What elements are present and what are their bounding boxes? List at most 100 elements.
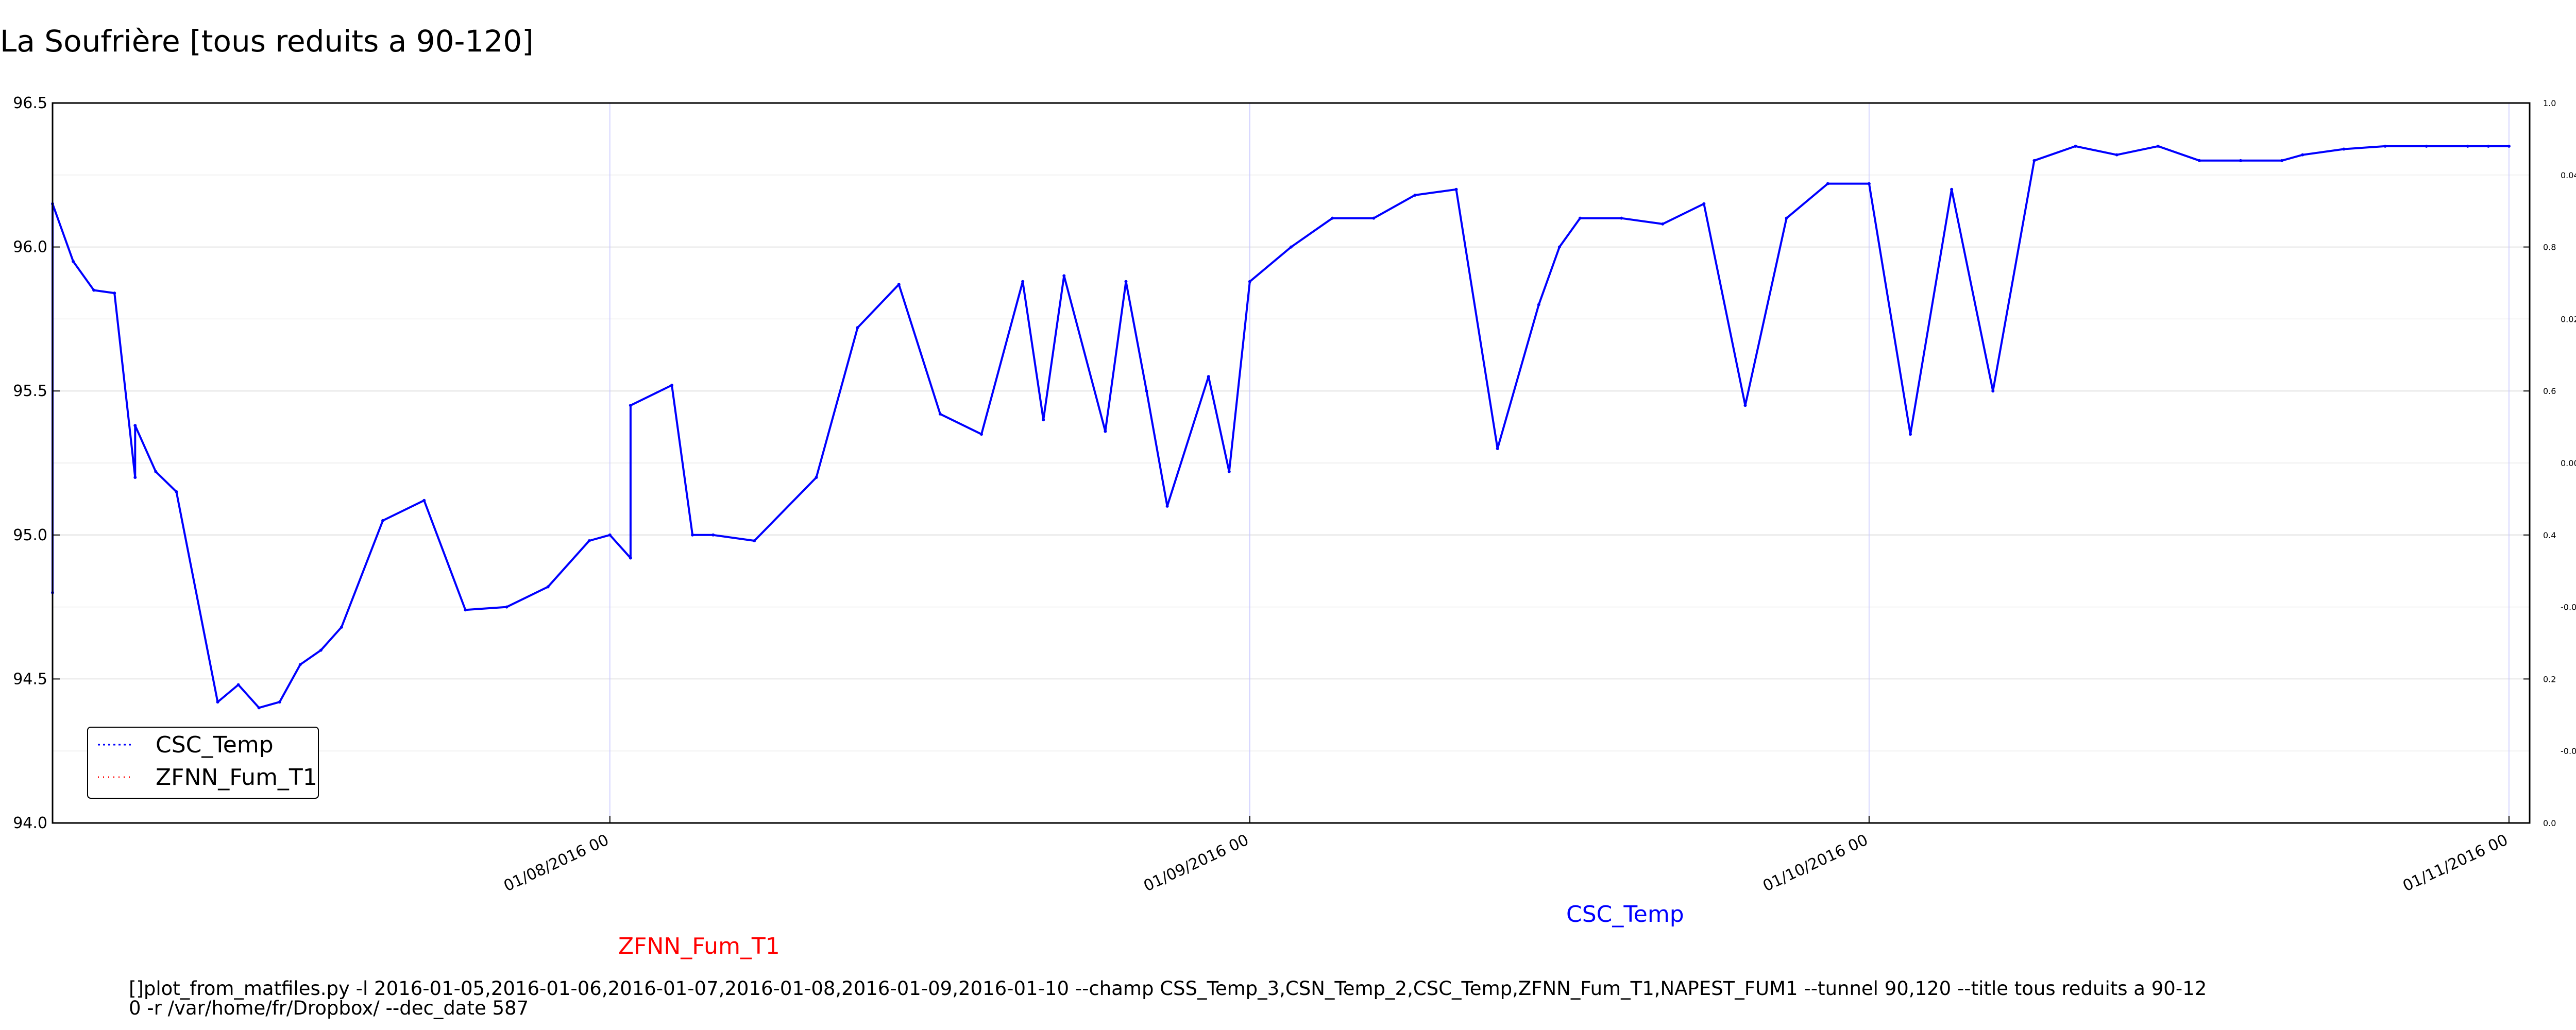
data-point [1909,433,1912,436]
data-point [1620,216,1623,220]
legend-box [87,727,319,799]
data-point [1950,187,1954,191]
data-point [1867,182,1871,185]
data-point [1537,303,1540,306]
data-point [2486,144,2490,148]
plot-frame [52,102,2531,824]
data-point [72,260,75,263]
right-tick-label: 0.6 [2543,386,2556,396]
right-tick-label: 0.2 [2543,674,2556,684]
data-point [1661,222,1665,226]
command-line-2: 0 -r /var/home/fr/Dropbox/ --dec_date 58… [129,997,529,1019]
data-point [2507,144,2511,148]
data-point [1578,216,1582,220]
data-point [1331,216,1334,220]
data-point [381,519,385,522]
data-point [2466,144,2469,148]
y-tick-label: 95.0 [13,526,47,544]
y-axis-ticks: 94.0 94.5 95.0 95.5 96.0 96.5 [13,94,60,832]
data-point [897,283,901,286]
y-tick-label: 96.0 [13,238,47,256]
right-tick-label: 0.4 [2543,530,2556,540]
data-point [938,412,942,416]
inner-right-tick-label: 0.00 [2561,458,2576,468]
inner-right-tick-label: -0.02 [2561,603,2576,612]
data-point [92,288,96,292]
data-point [629,556,632,560]
data-point [2425,144,2428,148]
data-point [257,706,261,710]
legend-label-csc-temp: CSC_Temp [156,732,274,758]
data-point [2239,159,2243,162]
data-point [691,533,694,537]
data-point [1372,216,1376,220]
data-point [670,384,673,387]
data-point [1454,187,1458,191]
data-point [1991,389,1995,393]
data-point [1496,447,1499,451]
data-point [2342,147,2346,151]
data-point [629,404,632,407]
data-point [1207,375,1210,379]
data-point [298,663,302,666]
data-point [587,539,591,542]
inner-right-tick-label: 0.02 [2561,314,2576,324]
data-point [1248,280,1251,283]
data-point [1165,504,1169,508]
data-point [319,648,323,652]
x-tick-label: 01/08/2016 00 [501,831,612,896]
data-point [1104,430,1107,433]
data-point [175,490,178,493]
data-point [608,533,612,537]
x-axis-ticks: 01/08/2016 00 01/09/2016 00 01/10/2016 00 0… [501,816,2511,895]
y-tick-label: 96.5 [13,94,47,112]
data-point [2115,153,2119,157]
command-line-1: []plot_from_matfiles.py -l 2016-01-05,20… [129,977,2207,1000]
data-point [2197,159,2201,162]
data-point [464,608,467,612]
data-point [1227,470,1231,473]
data-point [216,700,219,704]
x-tick-label: 01/11/2016 00 [2400,831,2511,896]
data-point [278,700,281,704]
data-point [1785,216,1788,220]
series-line-csc-temp [52,145,2509,709]
legend-label-zfnn-fum-t1: ZFNN_Fum_T1 [156,764,317,791]
x-tick-label: 01/09/2016 00 [1141,831,1252,896]
data-point [154,470,158,473]
y-tick-label: 94.5 [13,670,47,688]
chart-title: La Soufrière [tous reduits a 90-120] [0,24,534,59]
data-point [236,683,240,686]
legend: CSC_Temp ZFNN_Fum_T1 [87,727,319,799]
data-point [815,475,818,479]
y-tick-label: 94.0 [13,814,47,832]
data-point [1702,202,1706,205]
data-point [753,539,756,542]
data-point [2074,144,2077,148]
data-point [1042,418,1045,422]
data-point [546,585,550,589]
data-point [422,499,426,502]
series-label-zfnn-fum-t1: ZFNN_Fum_T1 [618,933,780,959]
data-point [1021,280,1025,283]
right-tick-label: 0.0 [2543,818,2556,828]
data-point [2032,159,2036,162]
data-point [1413,193,1417,197]
data-point [1290,245,1293,249]
data-point [1062,274,1066,278]
data-point [1743,404,1747,407]
data-point [2280,159,2284,162]
right-tick-label: 0.8 [2543,243,2556,252]
data-point [133,475,137,479]
data-point [133,424,137,427]
inner-right-tick-label: -0.04 [2561,746,2576,756]
series-label-csc-temp: CSC_Temp [1566,901,1684,928]
data-point [1124,280,1128,283]
right-tick-label: 1.0 [2543,98,2556,108]
data-point [2301,153,2304,157]
data-point [980,433,983,436]
data-point [1145,389,1148,393]
data-point [1557,245,1561,249]
series-layer [51,144,2511,710]
